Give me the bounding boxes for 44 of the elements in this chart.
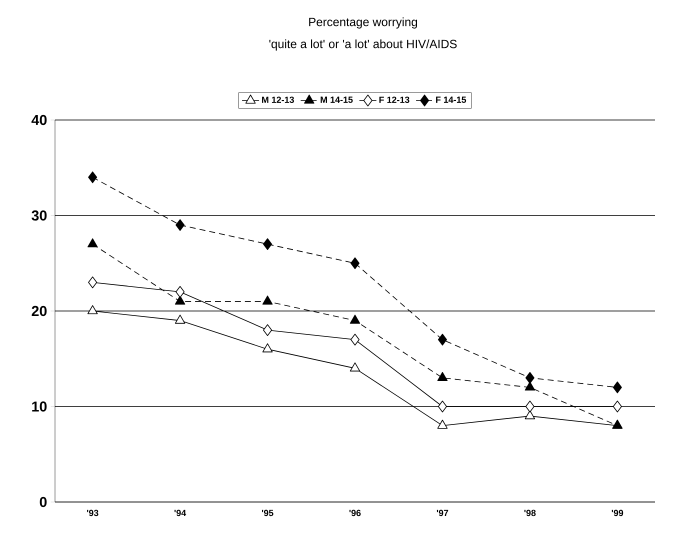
point: [612, 400, 622, 412]
point: [350, 314, 360, 324]
point: [176, 219, 185, 231]
x-tick-label: '98: [524, 510, 536, 516]
chart-title: Percentage worrying: [309, 17, 418, 29]
point: [263, 324, 272, 336]
y-tick-label: 30: [32, 210, 47, 221]
point: [87, 238, 98, 248]
point: [350, 334, 360, 346]
x-tick-label: '99: [612, 510, 624, 516]
x-tick-label: '97: [436, 510, 448, 516]
chart-subtitle: 'quite a lot' or 'a lot' about HIV/AIDS: [269, 39, 457, 51]
point: [437, 420, 448, 429]
x-tick-label: '93: [87, 510, 98, 516]
y-tick-label: 0: [40, 496, 47, 508]
point: [174, 296, 186, 305]
point: [87, 305, 98, 314]
point: [174, 314, 186, 324]
point: [88, 276, 98, 288]
point: [262, 343, 273, 352]
point: [350, 257, 360, 270]
point: [88, 171, 98, 184]
point: [525, 400, 534, 412]
point: [437, 372, 448, 381]
legend-label: M 12-13: [262, 96, 294, 103]
y-tick-label: 10: [32, 401, 47, 412]
point: [176, 286, 185, 298]
point: [262, 296, 273, 305]
point: [524, 382, 536, 391]
legend-label: F 14-15: [436, 96, 466, 103]
x-tick-label: '95: [262, 510, 274, 516]
legend-label: M 14-15: [320, 96, 353, 103]
point: [350, 362, 360, 372]
y-tick-label: 20: [32, 306, 47, 316]
point: [263, 238, 272, 250]
point: [524, 410, 536, 420]
point: [525, 372, 534, 384]
legend-label: F 12-13: [379, 96, 410, 103]
y-tick-label: 40: [31, 114, 47, 126]
point: [438, 400, 447, 412]
x-tick-label: '96: [349, 510, 361, 516]
point: [612, 382, 622, 394]
point: [438, 334, 447, 346]
x-tick-label: '94: [174, 510, 186, 516]
